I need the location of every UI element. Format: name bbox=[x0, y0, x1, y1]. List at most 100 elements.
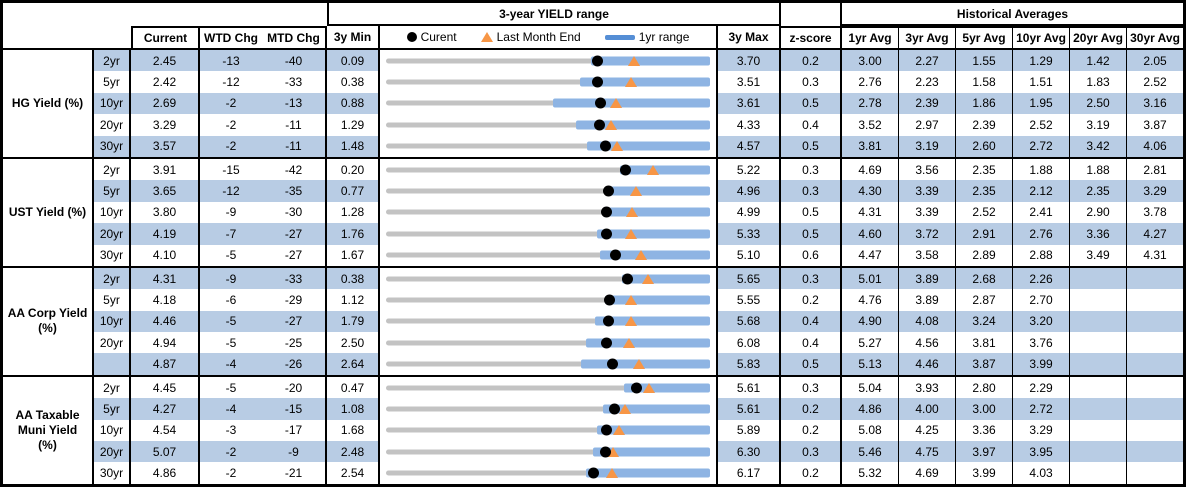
cell-mtd-chg[interactable]: -11 bbox=[262, 135, 327, 157]
cell-3y-min[interactable]: 1.68 bbox=[327, 419, 380, 442]
cell-10yr-avg[interactable]: 2.12 bbox=[1013, 180, 1070, 202]
cell-tenor[interactable]: 5yr bbox=[94, 71, 131, 93]
cell-1yr-avg[interactable]: 4.86 bbox=[842, 398, 899, 420]
cell-20yr-avg[interactable]: 2.50 bbox=[1070, 92, 1127, 115]
range-chart[interactable] bbox=[380, 135, 718, 157]
range-chart[interactable] bbox=[380, 398, 718, 420]
cell-z-score[interactable]: 0.5 bbox=[781, 135, 842, 157]
cell-wtd-chg[interactable]: -5 bbox=[225, 380, 237, 395]
cell-1yr-avg[interactable]: 2.78 bbox=[842, 92, 899, 115]
cell-10yr-avg[interactable]: 2.72 bbox=[1013, 135, 1070, 157]
cell-10yr-avg[interactable]: 3.76 bbox=[1013, 332, 1070, 354]
cell-current[interactable]: 3.80 bbox=[131, 201, 200, 224]
cell-wtd-chg[interactable]: -12 bbox=[222, 75, 240, 90]
cell-20yr-avg[interactable] bbox=[1070, 332, 1127, 354]
cell-mtd-chg[interactable]: -27 bbox=[262, 310, 327, 333]
cell-10yr-avg[interactable]: 3.95 bbox=[1013, 441, 1070, 463]
cell-20yr-avg[interactable]: 2.35 bbox=[1070, 180, 1127, 202]
cell-1yr-avg[interactable]: 5.01 bbox=[842, 267, 899, 290]
cell-wtd-chg[interactable]: -2 bbox=[200, 441, 262, 463]
cell-current[interactable]: 2.45 bbox=[131, 50, 200, 72]
cell-3y-min[interactable]: 0.77 bbox=[327, 180, 380, 202]
cell-1yr-avg[interactable]: 4.90 bbox=[842, 310, 899, 333]
cell-z-score[interactable]: 0.2 bbox=[781, 50, 842, 72]
cell-3y-min[interactable]: 1.29 bbox=[327, 114, 380, 136]
cell-wtd-chg[interactable]: -4 bbox=[200, 398, 262, 420]
cell-1yr-avg[interactable]: 4.31 bbox=[842, 201, 899, 224]
cell-10yr-avg[interactable]: 1.95 bbox=[1013, 92, 1070, 115]
cell-mtd-chg[interactable]: -11 bbox=[262, 114, 327, 136]
cell-mtd-chg[interactable]: -13 bbox=[262, 92, 327, 115]
cell-3y-max[interactable]: 3.51 bbox=[718, 71, 781, 93]
cell-1yr-avg[interactable]: 3.81 bbox=[842, 135, 899, 157]
cell-3yr-avg[interactable]: 3.56 bbox=[899, 158, 956, 181]
cell-5yr-avg[interactable]: 3.00 bbox=[956, 398, 1013, 420]
cell-1yr-avg[interactable]: 5.46 bbox=[842, 441, 899, 463]
cell-30yr-avg[interactable]: 2.52 bbox=[1143, 75, 1167, 90]
cell-5yr-avg[interactable]: 2.68 bbox=[956, 267, 1013, 290]
cell-mtd-chg[interactable]: -21 bbox=[262, 462, 327, 484]
cell-1yr-avg[interactable]: 5.08 bbox=[842, 419, 899, 442]
cell-30yr-avg[interactable]: 4.27 bbox=[1127, 223, 1183, 245]
cell-z-score[interactable]: 0.5 bbox=[781, 201, 842, 224]
cell-30yr-avg[interactable] bbox=[1127, 462, 1183, 483]
cell-10yr-avg[interactable]: 3.99 bbox=[1013, 353, 1070, 375]
cell-tenor[interactable]: 20yr bbox=[94, 441, 131, 463]
cell-3y-max[interactable]: 5.68 bbox=[718, 310, 781, 333]
range-chart[interactable] bbox=[380, 71, 718, 93]
cell-3y-min[interactable]: 1.67 bbox=[327, 244, 380, 266]
cell-mtd-chg[interactable]: -33 bbox=[262, 267, 327, 290]
cell-3y-max[interactable]: 5.89 bbox=[718, 419, 781, 442]
range-chart[interactable] bbox=[380, 332, 718, 354]
cell-wtd-chg[interactable]: -9 bbox=[225, 205, 237, 220]
range-chart[interactable] bbox=[380, 419, 718, 442]
range-chart[interactable] bbox=[380, 310, 718, 333]
cell-3yr-avg[interactable]: 4.46 bbox=[899, 353, 956, 375]
cell-20yr-avg[interactable] bbox=[1070, 462, 1127, 484]
cell-3y-max[interactable]: 4.57 bbox=[718, 135, 781, 157]
range-chart[interactable] bbox=[380, 92, 718, 115]
cell-30yr-avg[interactable] bbox=[1127, 310, 1183, 333]
cell-mtd-chg[interactable]: -17 bbox=[262, 419, 327, 442]
cell-z-score[interactable]: 0.3 bbox=[781, 158, 842, 181]
cell-current[interactable]: 4.54 bbox=[131, 419, 200, 442]
cell-20yr-avg[interactable]: 3.19 bbox=[1070, 114, 1127, 136]
cell-current[interactable]: 4.87 bbox=[131, 353, 200, 375]
cell-3y-min[interactable]: 0.47 bbox=[327, 376, 380, 399]
cell-20yr-avg[interactable]: 3.42 bbox=[1070, 135, 1127, 157]
cell-5yr-avg[interactable]: 3.97 bbox=[956, 441, 1013, 463]
cell-3yr-avg[interactable]: 2.27 bbox=[899, 50, 956, 72]
cell-20yr-avg[interactable]: 1.42 bbox=[1070, 50, 1127, 72]
cell-3yr-avg[interactable]: 3.72 bbox=[899, 223, 956, 245]
cell-wtd-chg[interactable]: -12 bbox=[200, 180, 262, 202]
cell-current[interactable]: 5.07 bbox=[131, 441, 200, 463]
cell-10yr-avg[interactable]: 2.76 bbox=[1013, 223, 1070, 245]
cell-wtd-chg[interactable]: -5 bbox=[200, 310, 262, 333]
cell-tenor[interactable]: 10yr bbox=[94, 419, 131, 442]
cell-tenor[interactable]: 5yr bbox=[94, 398, 131, 420]
cell-mtd-chg[interactable]: -9 bbox=[262, 441, 327, 463]
cell-30yr-avg[interactable]: 2.05 bbox=[1127, 50, 1183, 72]
cell-1yr-avg[interactable]: 4.69 bbox=[842, 158, 899, 181]
cell-3y-min[interactable]: 1.76 bbox=[327, 223, 380, 245]
cell-20yr-avg[interactable] bbox=[1070, 310, 1127, 333]
cell-wtd-chg[interactable]: -2 bbox=[225, 117, 237, 132]
cell-current[interactable]: 4.19 bbox=[131, 223, 200, 245]
cell-z-score[interactable]: 0.2 bbox=[781, 462, 842, 484]
cell-1yr-avg[interactable]: 4.60 bbox=[842, 223, 899, 245]
cell-5yr-avg[interactable]: 3.36 bbox=[956, 419, 1013, 442]
cell-z-score[interactable]: 0.3 bbox=[781, 180, 842, 202]
cell-mtd-chg[interactable]: -42 bbox=[262, 158, 327, 181]
cell-3y-max[interactable]: 5.61 bbox=[718, 398, 781, 420]
cell-tenor[interactable]: 20yr bbox=[94, 332, 131, 354]
cell-20yr-avg[interactable] bbox=[1070, 353, 1127, 375]
cell-current[interactable]: 4.86 bbox=[131, 462, 200, 484]
cell-5yr-avg[interactable]: 2.87 bbox=[956, 289, 1013, 311]
cell-mtd-chg[interactable]: -29 bbox=[262, 289, 327, 311]
cell-wtd-chg[interactable]: -5 bbox=[225, 248, 237, 263]
cell-wtd-chg[interactable]: -2 bbox=[200, 92, 262, 115]
cell-30yr-avg[interactable] bbox=[1127, 398, 1183, 420]
cell-3y-max[interactable]: 5.22 bbox=[718, 158, 781, 181]
cell-3y-max[interactable]: 4.96 bbox=[718, 180, 781, 202]
cell-30yr-avg[interactable]: 2.81 bbox=[1143, 162, 1167, 177]
